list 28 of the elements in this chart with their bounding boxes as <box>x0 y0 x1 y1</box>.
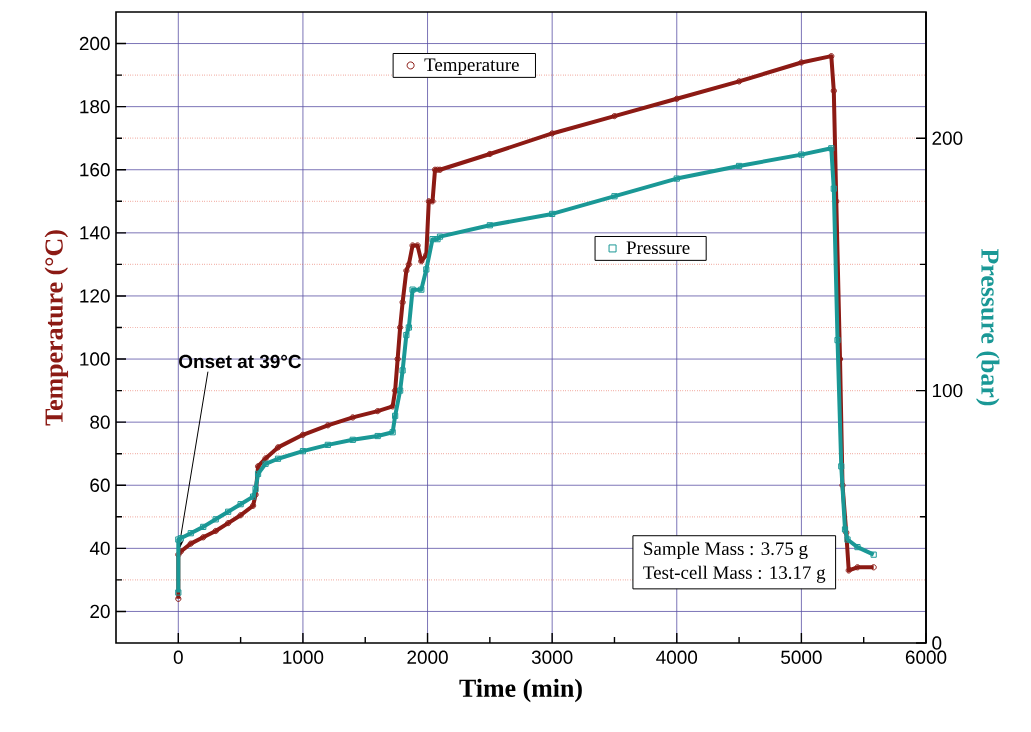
y-tick-label: 160 <box>80 163 110 177</box>
y-tick-label: 20 <box>90 604 110 619</box>
legend-label: Pressure <box>626 241 690 255</box>
y2-tick-label: 0 <box>932 636 942 650</box>
y-tick-label: 140 <box>80 226 110 240</box>
legend-label: Temperature <box>424 58 519 75</box>
annotation: Sample Mass : 3.75 g <box>644 541 808 559</box>
x-tick-label: 5000 <box>781 650 822 664</box>
y-tick-label: 100 <box>80 352 110 366</box>
x-tick-label: 6000 <box>905 650 947 664</box>
annotation: Test-cell Mass : 13.17 g <box>643 565 826 583</box>
y-tick-label: 200 <box>79 36 110 51</box>
y-tick-label: 60 <box>90 478 110 492</box>
y2-tick-label: 100 <box>932 383 963 398</box>
y-axis-title: Temperature (°C) <box>44 230 69 426</box>
x-tick-label: 0 <box>173 650 183 664</box>
y-tick-label: 40 <box>89 541 110 556</box>
annotation: Onset at 39°C <box>179 354 302 369</box>
x-tick-label: 3000 <box>531 650 573 664</box>
y-tick-label: 180 <box>80 99 110 114</box>
y2-tick-label: 200 <box>932 131 963 145</box>
x-tick-label: 2000 <box>407 650 448 664</box>
x-tick-label: 1000 <box>283 650 324 664</box>
y-tick-label: 120 <box>80 289 110 303</box>
x-tick-label: 4000 <box>656 650 698 664</box>
y-tick-label: 80 <box>90 415 110 429</box>
x-axis-title: Time (min) <box>459 678 582 703</box>
y2-axis-title: Pressure (bar) <box>975 248 1000 406</box>
